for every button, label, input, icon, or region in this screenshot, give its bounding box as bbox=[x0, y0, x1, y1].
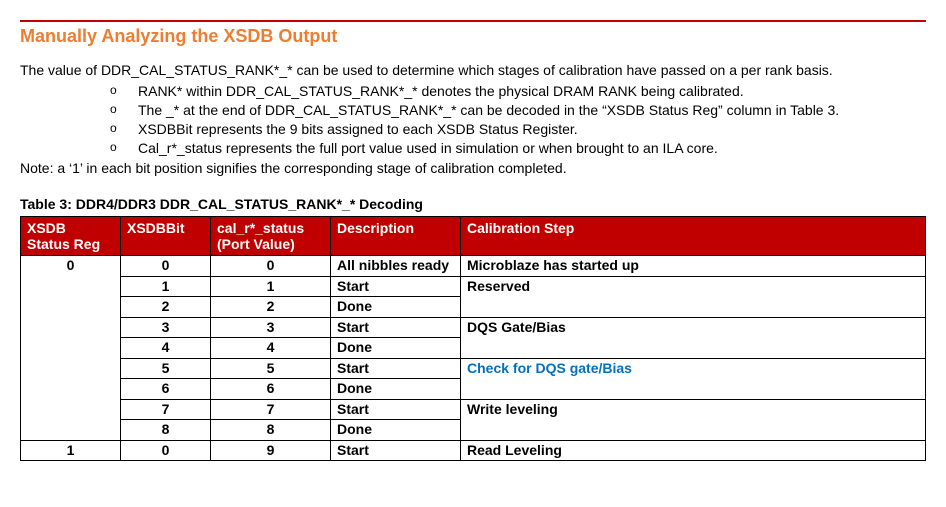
bullet-item: Cal_r*_status represents the full port v… bbox=[110, 139, 926, 158]
table-header-row: XSDB Status Reg XSDBBit cal_r*_status (P… bbox=[21, 217, 926, 256]
bullet-item: XSDBBit represents the 9 bits assigned t… bbox=[110, 120, 926, 139]
section-heading: Manually Analyzing the XSDB Output bbox=[20, 26, 926, 47]
cell-port: 7 bbox=[211, 399, 331, 420]
decoding-table: XSDB Status Reg XSDBBit cal_r*_status (P… bbox=[20, 216, 926, 461]
cell-bit: 2 bbox=[121, 297, 211, 318]
cell-step: Write leveling bbox=[461, 399, 926, 440]
cell-desc: Start bbox=[331, 317, 461, 338]
bullet-item: RANK* within DDR_CAL_STATUS_RANK*_* deno… bbox=[110, 82, 926, 101]
cell-bit: 7 bbox=[121, 399, 211, 420]
cell-bit: 0 bbox=[121, 256, 211, 277]
cell-step: Reserved bbox=[461, 276, 926, 317]
cell-bit: 3 bbox=[121, 317, 211, 338]
col-header-description: Description bbox=[331, 217, 461, 256]
cell-port: 3 bbox=[211, 317, 331, 338]
table-body: 0 0 0 All nibbles ready Microblaze has s… bbox=[21, 256, 926, 461]
cell-port: 9 bbox=[211, 440, 331, 461]
cell-desc: Start bbox=[331, 358, 461, 379]
cell-port: 2 bbox=[211, 297, 331, 318]
cell-desc: Done bbox=[331, 379, 461, 400]
top-rule bbox=[20, 20, 926, 22]
cell-step: Read Leveling bbox=[461, 440, 926, 461]
cell-status-reg: 0 bbox=[21, 256, 121, 441]
cell-port: 6 bbox=[211, 379, 331, 400]
table-row: 1 0 9 Start Read Leveling bbox=[21, 440, 926, 461]
cell-port: 4 bbox=[211, 338, 331, 359]
cell-bit: 6 bbox=[121, 379, 211, 400]
cell-desc: Start bbox=[331, 276, 461, 297]
cell-step: Microblaze has started up bbox=[461, 256, 926, 277]
note-paragraph: Note: a ‘1’ in each bit position signifi… bbox=[20, 159, 926, 178]
cell-bit: 1 bbox=[121, 276, 211, 297]
cell-step-link[interactable]: Check for DQS gate/Bias bbox=[461, 358, 926, 399]
cell-desc: Start bbox=[331, 399, 461, 420]
cell-bit: 5 bbox=[121, 358, 211, 379]
cell-step: DQS Gate/Bias bbox=[461, 317, 926, 358]
cell-status-reg: 1 bbox=[21, 440, 121, 461]
cell-bit: 0 bbox=[121, 440, 211, 461]
bullet-item: The _* at the end of DDR_CAL_STATUS_RANK… bbox=[110, 101, 926, 120]
table-row: 5 5 Start Check for DQS gate/Bias bbox=[21, 358, 926, 379]
intro-paragraph: The value of DDR_CAL_STATUS_RANK*_* can … bbox=[20, 61, 926, 80]
table-caption: Table 3: DDR4/DDR3 DDR_CAL_STATUS_RANK*_… bbox=[20, 196, 926, 212]
cell-port: 1 bbox=[211, 276, 331, 297]
cell-port: 0 bbox=[211, 256, 331, 277]
cell-desc: Start bbox=[331, 440, 461, 461]
col-header-port-value: cal_r*_status (Port Value) bbox=[211, 217, 331, 256]
cell-port: 5 bbox=[211, 358, 331, 379]
cell-desc: Done bbox=[331, 420, 461, 441]
cell-desc: All nibbles ready bbox=[331, 256, 461, 277]
col-header-calibration-step: Calibration Step bbox=[461, 217, 926, 256]
col-header-xsdbbit: XSDBBit bbox=[121, 217, 211, 256]
table-row: 1 1 Start Reserved bbox=[21, 276, 926, 297]
table-row: 3 3 Start DQS Gate/Bias bbox=[21, 317, 926, 338]
bullet-list: RANK* within DDR_CAL_STATUS_RANK*_* deno… bbox=[20, 82, 926, 158]
cell-desc: Done bbox=[331, 338, 461, 359]
cell-bit: 4 bbox=[121, 338, 211, 359]
cell-bit: 8 bbox=[121, 420, 211, 441]
cell-port: 8 bbox=[211, 420, 331, 441]
table-row: 7 7 Start Write leveling bbox=[21, 399, 926, 420]
cell-desc: Done bbox=[331, 297, 461, 318]
col-header-status-reg: XSDB Status Reg bbox=[21, 217, 121, 256]
table-row: 0 0 0 All nibbles ready Microblaze has s… bbox=[21, 256, 926, 277]
